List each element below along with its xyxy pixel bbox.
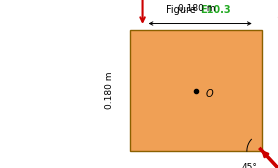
- Text: 45°: 45°: [242, 163, 258, 168]
- Text: 0.180 m: 0.180 m: [105, 72, 114, 110]
- Text: 0.180 m: 0.180 m: [178, 4, 215, 13]
- Text: E10.3: E10.3: [200, 5, 231, 15]
- Text: Figure: Figure: [166, 5, 199, 15]
- Bar: [130, 30, 262, 151]
- Text: O: O: [206, 89, 213, 99]
